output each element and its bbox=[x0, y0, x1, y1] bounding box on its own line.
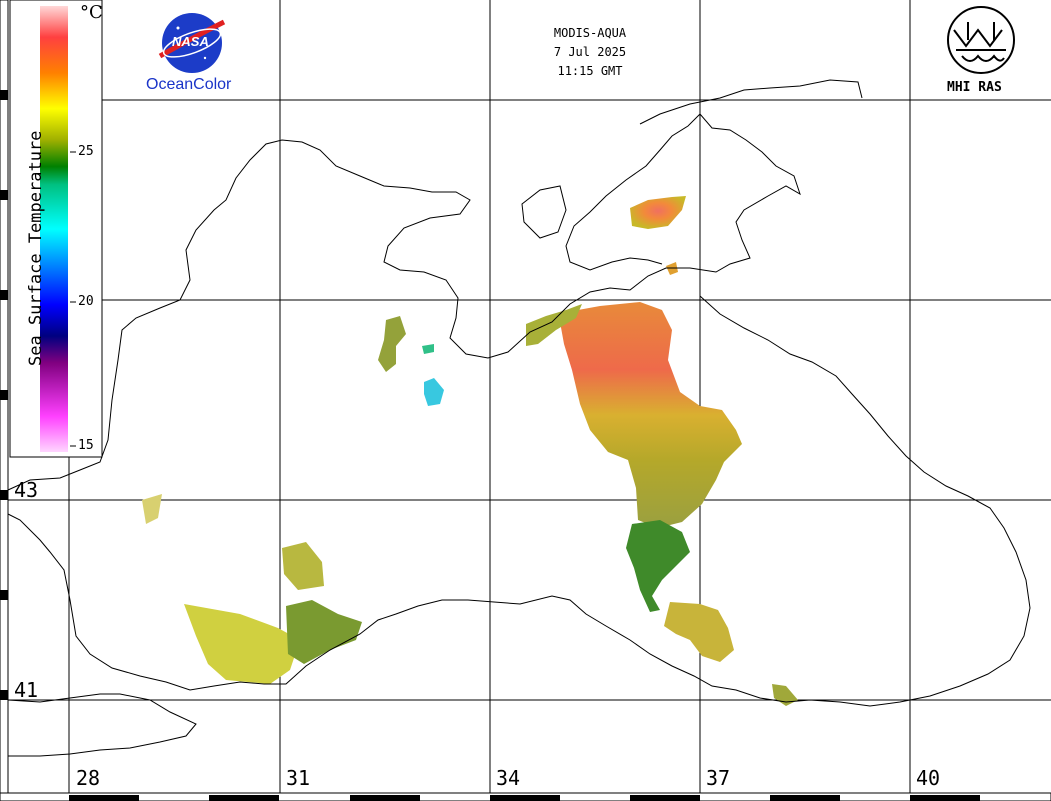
sst-patch-crimea-west bbox=[378, 316, 406, 372]
acquisition-date: 7 Jul 2025 bbox=[553, 45, 627, 59]
sensor-name: MODIS-AQUA bbox=[553, 26, 627, 40]
sst-patch-south-east-small bbox=[772, 684, 798, 706]
sst-patch-south-west-olive bbox=[282, 542, 324, 590]
colorbar-tick-20: 20 bbox=[78, 294, 94, 309]
sst-patch-center-cyan bbox=[422, 344, 434, 354]
latitude-label-43: 43 bbox=[14, 478, 39, 502]
colorbar-tick-25: 25 bbox=[78, 144, 94, 159]
longitude-label-31: 31 bbox=[286, 766, 311, 790]
longitude-label-28: 28 bbox=[76, 766, 101, 790]
sst-patch-south-east bbox=[664, 602, 734, 662]
nasa-badge-text: NASA bbox=[172, 34, 209, 49]
coastline bbox=[7, 79, 1031, 757]
nasa-meatball-icon bbox=[158, 13, 226, 73]
sst-patch-east-plume bbox=[560, 302, 742, 528]
colorbar-unit: °C bbox=[80, 2, 103, 23]
acquisition-time: 11:15 GMT bbox=[557, 64, 623, 78]
sst-patch-azov bbox=[630, 196, 686, 229]
sst-patch-center-blue bbox=[424, 378, 444, 406]
longitude-label-37: 37 bbox=[706, 766, 731, 790]
sst-patch-east-green bbox=[626, 520, 690, 612]
colorbar-title: Sea Surface Temperature bbox=[26, 130, 46, 366]
mhi-ras-emblem-icon bbox=[947, 6, 1015, 74]
longitude-label-40: 40 bbox=[916, 766, 941, 790]
oceancolor-caption: OceanColor bbox=[146, 76, 232, 93]
colorbar-tick-15: 15 bbox=[78, 438, 94, 453]
sst-data bbox=[142, 196, 798, 706]
sst-patch-ne-coast bbox=[526, 304, 582, 346]
sst-patch-southwest-streak bbox=[184, 604, 300, 684]
longitude-label-34: 34 bbox=[496, 766, 521, 790]
sst-patch-south-coast bbox=[286, 600, 362, 664]
sst-patch-tiny-west bbox=[142, 494, 162, 524]
colorbar bbox=[9, 0, 103, 458]
mhi-ras-caption: MHI RAS bbox=[947, 80, 1002, 95]
latitude-label-41: 41 bbox=[14, 678, 39, 702]
